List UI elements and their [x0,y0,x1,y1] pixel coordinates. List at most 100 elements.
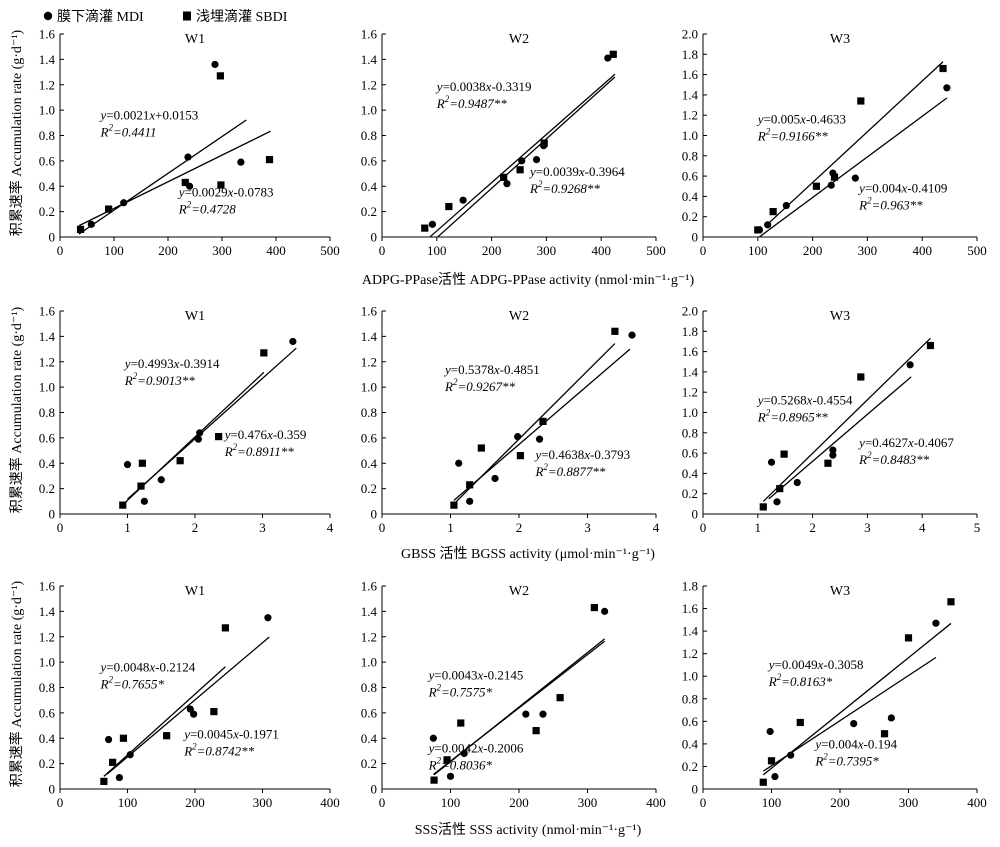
mdi-fit-equation: y=0.476x-0.359 [223,427,307,442]
mdi-point [628,331,636,339]
mdi-fit-r2: R2=0.963** [858,195,923,212]
sbdi-fit-equation: y=0.4993x-0.3914 [123,356,220,371]
y-tick-label: 1.0 [682,405,698,420]
x-tick-label: 3 [864,520,871,535]
sbdi-regression-line [433,638,606,776]
sbdi-point [430,776,438,784]
x-tick-label: 400 [591,243,611,258]
x-tick-label: 400 [320,795,340,810]
panel-r2c3: 0 0.2 0.4 0.6 0.8 1.0 1.2 1.4 1.6 1.8 2.0 0 1 2 3 4 5 W3 y… [682,304,981,536]
x-tick-label: 4 [327,520,334,535]
y-tick-label: 0.6 [682,169,699,184]
x-tick-label: 3 [584,520,591,535]
sbdi-fit-r2: R2=0.9013** [124,371,195,388]
mdi-point [604,54,612,62]
sbdi-point [590,603,598,612]
x-tick-label: 200 [158,243,178,258]
mdi-point [514,433,522,441]
mdi-point [429,734,437,742]
x-tick-label: 0 [379,520,386,535]
sbdi-fit-r2: R2=0.7655* [100,674,165,691]
y-tick-label: 0.4 [39,456,56,471]
y-tick-label: 0.8 [361,680,377,695]
mdi-point [184,153,192,161]
sbdi-fit-r2: R2=0.7575* [428,682,493,699]
mdi-point [782,201,790,210]
mdi-regression-line [768,376,912,500]
mdi-point [466,497,474,505]
sbdi-fit-equation: y=0.5268x-0.4554 [756,392,853,407]
y-tick-label: 0.4 [361,731,378,746]
mdi-point [601,607,609,615]
legend-mdi-marker [43,11,53,21]
x-tick-label: 5 [974,520,981,535]
x-tick-label: 500 [320,243,340,258]
mdi-point [535,435,544,443]
mdi-point [194,435,202,443]
sbdi-point [477,444,485,452]
y-tick-label: 0.6 [361,153,378,168]
x-tick-label: 100 [762,795,782,810]
x-tick-label: 2 [516,520,523,535]
x-tick-label: 300 [537,243,557,258]
row2-xlabel: GBSS 活性 BGSS activity (μmol·min⁻¹·g⁻¹) [401,546,655,562]
y-tick-label: 0 [49,507,56,522]
x-tick-label: 400 [967,795,987,810]
panels: 00.20.40.60.81.01.21.41.60 100 200 300 400 50… [39,27,987,811]
x-tick-label: 100 [104,243,124,258]
mdi-regression-line [106,636,270,775]
y-tick-label: 1.0 [361,380,377,395]
sbdi-regression-line [103,666,226,777]
y-tick-label: 1.2 [682,108,698,123]
row1-ylabel: 积累速率 Accumulation rate (g·d⁻¹) [8,29,25,236]
mdi-fit-r2: R2=0.8742** [183,741,254,758]
mdi-point [827,181,835,189]
row3-ylabel: 积累速率 Accumulation rate (g·d⁻¹) [8,580,25,787]
y-tick-label: 0.6 [361,705,378,720]
y-tick-label: 0.2 [39,481,55,496]
x-tick-label: 100 [118,795,138,810]
x-tick-label: 4 [653,520,660,535]
mdi-point [190,710,198,718]
mdi-regression-line [78,119,247,235]
sbdi-fit-equation: y=0.0043x-0.2145 [427,667,524,682]
y-tick-label: 1.8 [682,47,698,62]
sbdi-point [421,224,429,232]
sbdi-point [109,758,117,766]
panel-title: W2 [509,584,529,599]
y-tick-label: 0.8 [39,405,55,420]
y-tick-label: 0.2 [361,756,377,771]
legend-mdi-label: 膜下滴灌 MDI [57,8,144,25]
x-tick-label: 0 [379,795,386,810]
mdi-point [767,458,776,466]
x-tick-label: 200 [830,795,850,810]
y-tick-label: 1.6 [361,579,378,594]
sbdi-point [119,734,128,742]
panel-r3c1: 0 0.2 0.4 0.6 0.8 1.0 1.2 1.4 1.6 0 100 200 300 400 W1… [39,579,340,811]
sbdi-point [769,208,777,216]
panel-title: W1 [185,309,205,324]
sbdi-point [137,482,145,490]
y-tick-label: 1.4 [39,329,56,344]
y-tick-label: 0.2 [39,204,55,219]
x-tick-label: 0 [57,520,64,535]
x-tick-label: 200 [803,243,823,258]
y-tick-label: 0.6 [682,714,699,729]
sbdi-point [105,205,113,213]
y-tick-label: 1.0 [361,103,377,118]
x-tick-label: 200 [185,795,205,810]
sbdi-regression-line [762,622,952,776]
mdi-point [123,460,132,469]
sbdi-point [119,501,127,509]
panel-r1c1: 0 0.2 0.4 0.6 0.8 1.0 1.2 1.4 1.6 0 100 200 300 400 50… [39,27,340,259]
y-tick-label: 0 [371,782,378,797]
legend-sbdi-marker [183,11,191,21]
y-tick-label: 0.8 [39,680,55,695]
x-tick-label: 100 [748,243,768,258]
y-tick-label: 0.2 [682,486,698,501]
sbdi-point [466,481,474,489]
x-tick-label: 500 [646,243,666,258]
y-tick-label: 0.2 [682,209,698,224]
mdi-point [105,735,113,744]
y-tick-label: 0.2 [361,204,377,219]
